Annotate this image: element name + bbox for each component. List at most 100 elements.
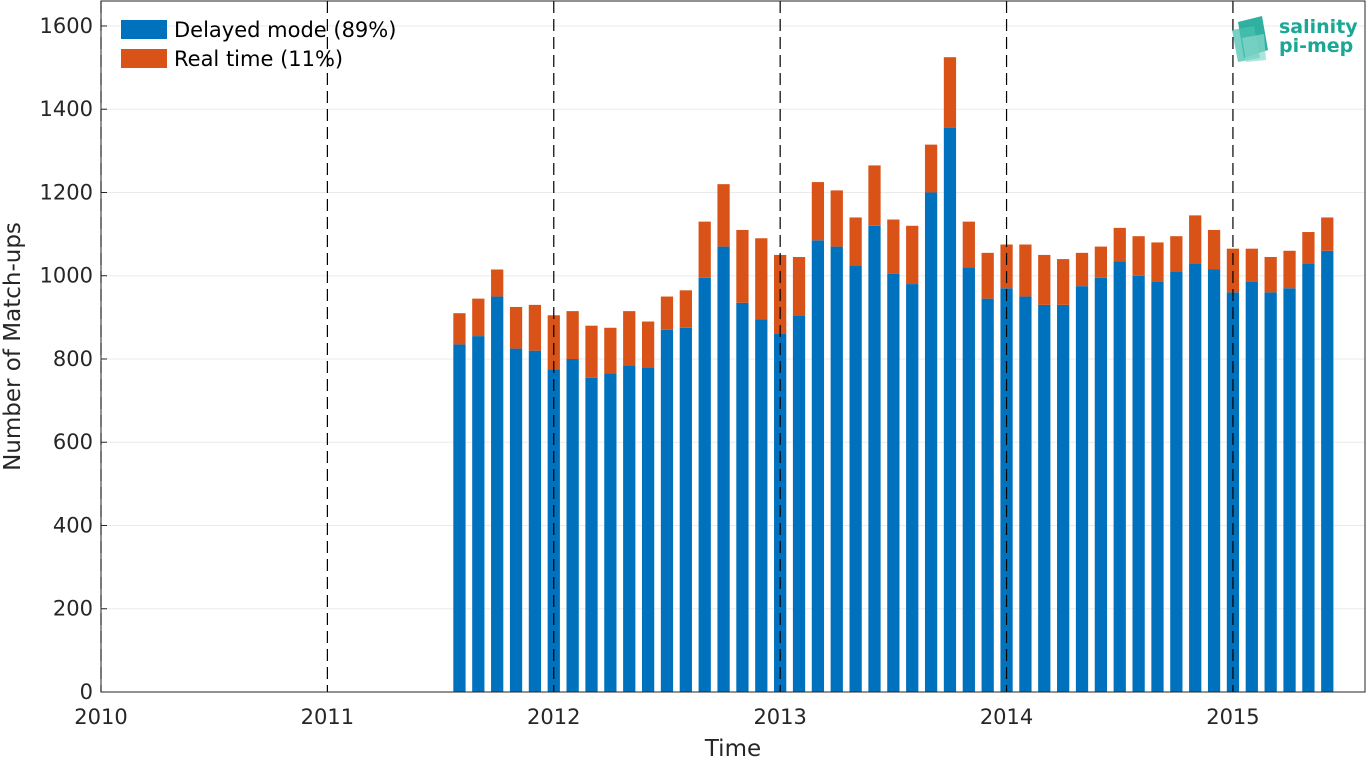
bar-delayed-2015-03 <box>1264 292 1277 692</box>
x-tick-label-2012: 2012 <box>527 705 580 729</box>
y-tick-label-1000: 1000 <box>40 264 93 288</box>
logo-wave-icon <box>1232 16 1268 62</box>
bar-delayed-2012-08 <box>679 327 692 692</box>
bar-delayed-2015-02 <box>1245 281 1258 692</box>
legend-label-realtime: Real time (11%) <box>174 47 343 71</box>
bar-delayed-2011-11 <box>509 348 523 692</box>
bar-delayed-2013-11 <box>962 267 975 692</box>
bar-delayed-2012-11 <box>736 302 749 692</box>
y-tick-label-1600: 1600 <box>40 14 93 38</box>
bar-realtime-2014-07 <box>1113 227 1126 262</box>
bar-realtime-2012-06 <box>641 321 655 368</box>
legend: Delayed mode (89%) Real time (11%) <box>121 18 396 71</box>
bar-realtime-2012-11 <box>736 229 749 303</box>
y-tick-label-600: 600 <box>53 430 93 454</box>
bar-realtime-2012-08 <box>679 290 692 328</box>
bar-realtime-2013-07 <box>887 219 900 274</box>
bar-realtime-2012-10 <box>717 184 730 247</box>
bar-realtime-2014-05 <box>1075 252 1089 287</box>
legend-swatch-realtime <box>121 49 167 68</box>
bar-delayed-2011-12 <box>528 350 542 692</box>
bar-delayed-2011-10 <box>491 296 504 692</box>
bar-delayed-2013-12 <box>981 298 994 692</box>
bar-realtime-2014-06 <box>1094 246 1108 278</box>
bar-delayed-2011-09 <box>472 336 485 692</box>
bar-realtime-2014-04 <box>1057 259 1070 305</box>
bar-realtime-2013-08 <box>906 225 919 285</box>
bar-realtime-2015-01 <box>1226 248 1240 293</box>
plot-frame <box>100 0 1366 693</box>
bar-realtime-2012-09 <box>698 221 711 278</box>
bar-delayed-2013-05 <box>849 265 862 692</box>
bar-realtime-2013-05 <box>849 217 862 266</box>
bar-realtime-2013-03 <box>811 182 825 241</box>
bar-realtime-2011-10 <box>491 269 504 297</box>
bar-realtime-2014-02 <box>1019 244 1032 297</box>
bar-realtime-2012-05 <box>623 311 636 366</box>
salinity-pi-mep-logo: salinity pi-mep <box>1232 16 1358 62</box>
bar-delayed-2014-02 <box>1019 296 1032 692</box>
bar-delayed-2015-04 <box>1283 288 1296 692</box>
bar-realtime-2015-05 <box>1302 232 1315 264</box>
bar-delayed-2014-04 <box>1057 304 1070 692</box>
bar-delayed-2014-12 <box>1207 269 1221 692</box>
bar-delayed-2012-09 <box>698 277 711 692</box>
bar-delayed-2014-03 <box>1038 304 1051 692</box>
bar-realtime-2012-07 <box>660 296 674 330</box>
bar-delayed-2012-10 <box>717 246 730 693</box>
bar-realtime-2014-11 <box>1189 215 1202 264</box>
bar-realtime-2012-12 <box>755 238 768 320</box>
grid-lines <box>101 25 1365 610</box>
bar-realtime-2014-01 <box>1000 244 1013 289</box>
y-tick-label-1200: 1200 <box>40 180 93 204</box>
y-tick-label-400: 400 <box>53 513 93 537</box>
bar-realtime-2011-08 <box>453 313 466 345</box>
bar-realtime-2012-02 <box>566 311 579 359</box>
bar-realtime-2015-03 <box>1264 257 1277 293</box>
bar-delayed-2012-05 <box>623 365 636 692</box>
bar-realtime-2014-08 <box>1132 236 1145 276</box>
bar-delayed-2012-06 <box>641 367 655 692</box>
bar-realtime-2014-12 <box>1207 229 1221 270</box>
y-tick-label-800: 800 <box>53 347 93 371</box>
bar-delayed-2014-05 <box>1075 286 1089 692</box>
bar-delayed-2013-07 <box>887 273 900 692</box>
bar-delayed-2012-02 <box>566 358 579 692</box>
bar-delayed-2014-11 <box>1189 263 1202 692</box>
legend-swatch-delayed <box>121 20 167 39</box>
y-axis-ticks: 0 200 400 600 800 1000 1200 1400 1600 <box>40 14 107 704</box>
bar-realtime-2013-11 <box>962 221 975 268</box>
bar-delayed-2014-09 <box>1151 281 1164 692</box>
bar-realtime-2015-04 <box>1283 250 1296 289</box>
bar-realtime-2015-02 <box>1245 248 1258 282</box>
bar-delayed-2013-08 <box>906 284 919 692</box>
bar-delayed-2012-07 <box>660 329 674 692</box>
bar-delayed-2014-08 <box>1132 275 1145 692</box>
bar-realtime-2014-09 <box>1151 242 1164 282</box>
bar-realtime-2013-12 <box>981 252 994 299</box>
bar-realtime-2011-09 <box>472 298 485 337</box>
bar-delayed-2012-04 <box>604 373 617 692</box>
bar-delayed-2013-04 <box>830 246 843 693</box>
logo-line2: pi-mep <box>1279 35 1353 57</box>
bar-delayed-2014-06 <box>1094 277 1108 692</box>
bar-realtime-2013-09 <box>924 144 938 193</box>
bar-delayed-2013-06 <box>868 225 881 692</box>
bar-delayed-2011-08 <box>453 344 466 692</box>
bar-delayed-2013-10 <box>943 127 957 693</box>
bar-realtime-2013-04 <box>830 190 843 247</box>
bar-realtime-2015-06 <box>1321 217 1334 251</box>
y-tick-label-200: 200 <box>53 597 93 621</box>
bar-delayed-2014-07 <box>1113 261 1126 692</box>
bar-realtime-2011-11 <box>509 306 523 349</box>
y-axis-label: Number of Match-ups <box>0 222 26 471</box>
x-tick-label-2014: 2014 <box>980 705 1033 729</box>
y-tick-label-0: 0 <box>80 680 93 704</box>
bar-delayed-2012-12 <box>755 319 768 692</box>
bar-delayed-2015-06 <box>1321 250 1334 692</box>
bar-realtime-2013-06 <box>868 165 881 226</box>
y-tick-label-1400: 1400 <box>40 97 93 121</box>
bars <box>453 57 1334 693</box>
bar-realtime-2012-04 <box>604 327 617 374</box>
bar-realtime-2014-10 <box>1170 236 1183 272</box>
